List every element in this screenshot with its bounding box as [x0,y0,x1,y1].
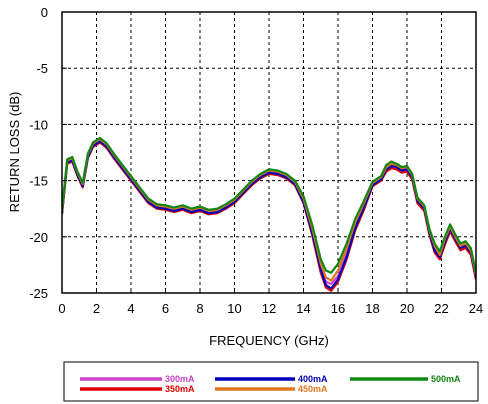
x-tick-label: 0 [58,301,65,316]
y-tick-label: -10 [29,117,48,132]
tick-labels: 0 2 4 6 8 10 12 14 16 18 20 22 240-5-10-15-20-25 [29,5,483,316]
legend-label-450mA: 450mA [298,384,328,394]
x-tick-label: 12 [262,301,276,316]
y-axis-title: RETURN LOSS (dB) [7,92,22,213]
y-tick-label: -15 [29,174,48,189]
grid-lines [62,12,476,293]
x-tick-label: 10 [227,301,241,316]
x-tick-label: 6 [162,301,169,316]
x-tick-label: 18 [365,301,379,316]
legend-label-300mA: 300mA [165,374,195,384]
y-tick-label: -25 [29,286,48,301]
x-tick-label: 22 [434,301,448,316]
x-tick-label: 24 [469,301,483,316]
x-tick-label: 16 [331,301,345,316]
x-tick-label: 2 [93,301,100,316]
series-line-500mA [62,136,476,274]
legend-box [63,361,479,402]
y-tick-label: 0 [41,5,48,20]
x-tick-label: 20 [400,301,414,316]
y-tick-label: -5 [36,61,48,76]
y-tick-label: -20 [29,230,48,245]
x-tick-label: 8 [196,301,203,316]
x-axis-title: FREQUENCY (GHz) [209,333,329,348]
x-tick-label: 4 [127,301,134,316]
series-lines [62,136,476,292]
legend-label-400mA: 400mA [298,374,328,384]
legend-label-350mA: 350mA [165,384,195,394]
x-tick-label: 14 [296,301,310,316]
legend-label-500mA: 500mA [431,374,461,384]
